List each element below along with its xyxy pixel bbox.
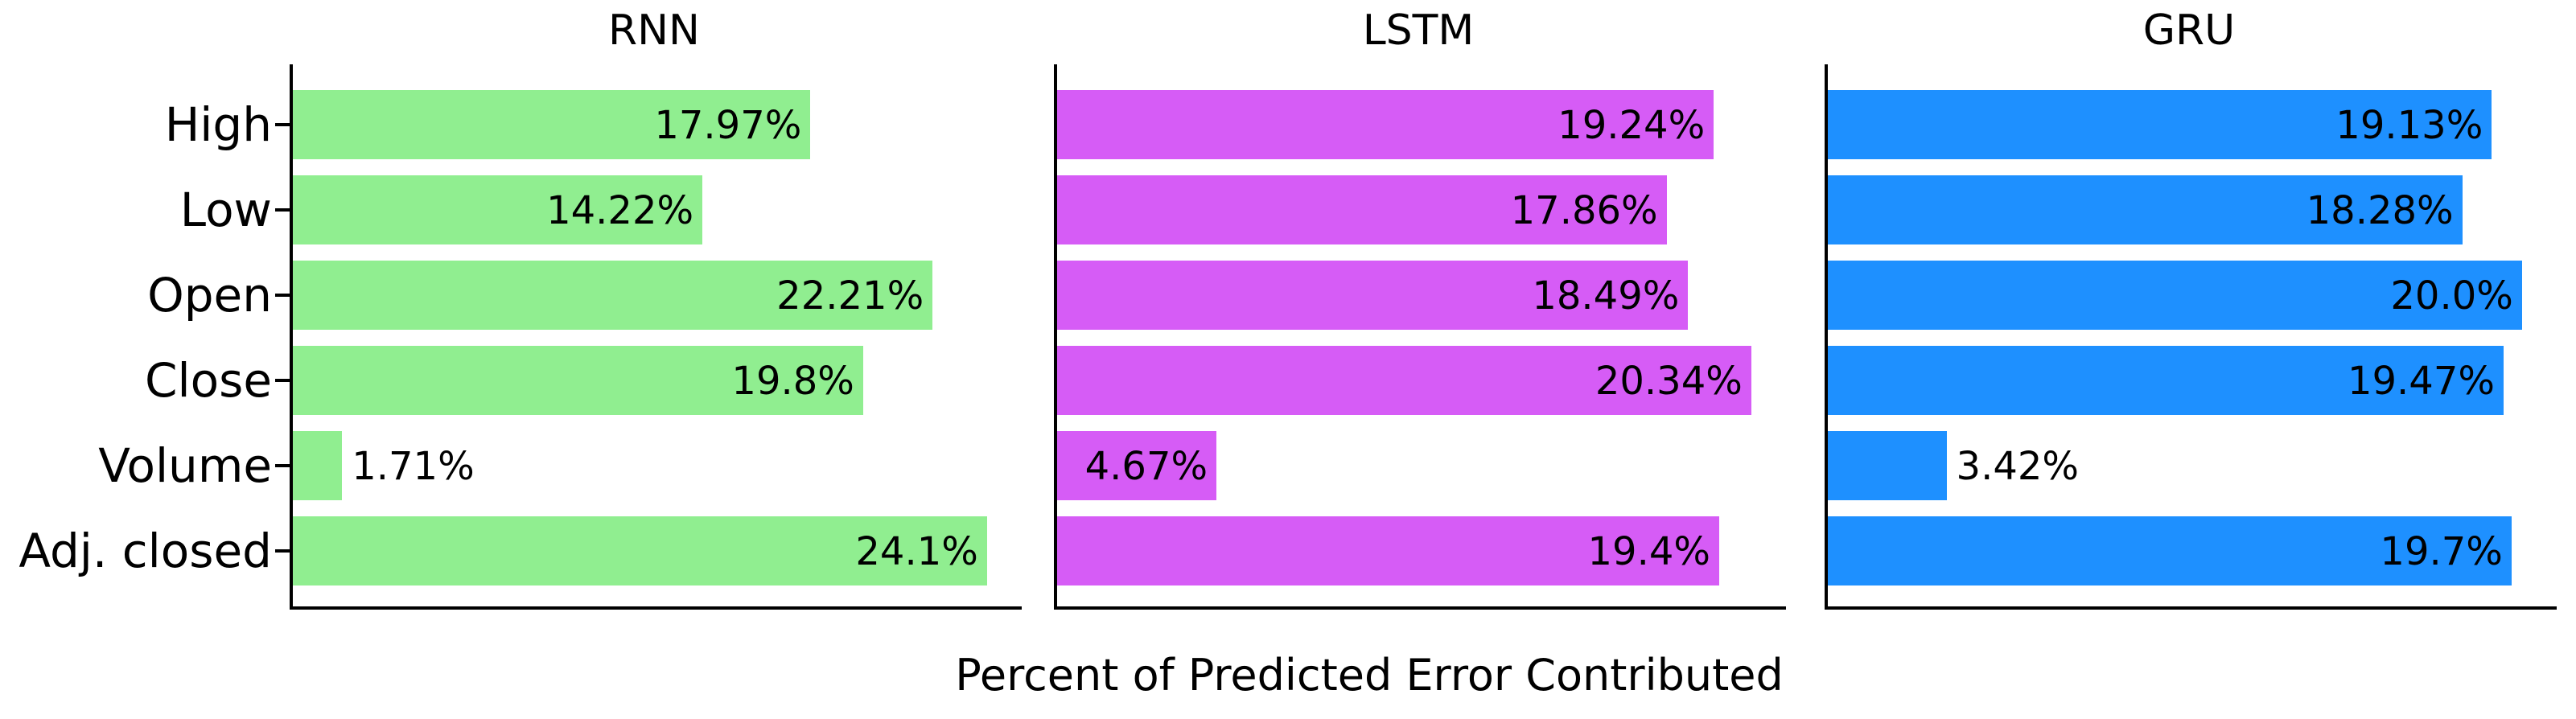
- bar-value-label: 18.49%: [1532, 273, 1680, 318]
- bar-gru-open: 20.0%: [1828, 261, 2522, 330]
- bar-lstm-close: 20.34%: [1057, 346, 1751, 415]
- bar-value-label: 19.24%: [1558, 103, 1706, 148]
- bar-value-label: 24.1%: [855, 529, 978, 574]
- bar-lstm-adj-closed: 19.4%: [1057, 516, 1719, 585]
- bar-value-label: 1.71%: [352, 444, 475, 489]
- bar-gru-high: 19.13%: [1828, 90, 2492, 159]
- bar-rnn-volume: 1.71%: [293, 431, 475, 500]
- panel-title-rnn: RNN: [608, 6, 700, 55]
- y-tick-mark: [275, 464, 290, 467]
- y-tick-label-low: Low: [179, 183, 272, 237]
- y-tick-label-high: High: [164, 97, 272, 152]
- bar-gru-adj-closed: 19.7%: [1828, 516, 2512, 585]
- bar-rnn-adj-closed: 24.1%: [293, 516, 987, 585]
- plot-area-rnn: 17.97% 14.22% 22.21% 19.8% 1.71% 24.1%: [290, 64, 1022, 610]
- bar-value-label: 19.7%: [2380, 529, 2503, 574]
- bar-value-label: 18.28%: [2306, 188, 2454, 233]
- bar-value-label: 3.42%: [1956, 444, 2080, 489]
- y-tick-label-volume: Volume: [98, 438, 272, 493]
- y-tick-label-open: Open: [147, 268, 272, 323]
- y-tick-label-adj-closed: Adj. closed: [19, 524, 272, 578]
- bar-lstm-open: 18.49%: [1057, 261, 1689, 330]
- bar-value-label: 22.21%: [776, 273, 924, 318]
- y-tick-mark: [275, 294, 290, 297]
- bar-rnn-low: 14.22%: [293, 175, 703, 244]
- bar-value-label: 17.97%: [654, 103, 802, 148]
- bar-gru-low: 18.28%: [1828, 175, 2463, 244]
- y-tick-mark: [275, 123, 290, 126]
- bar-rnn-high: 17.97%: [293, 90, 811, 159]
- bar-lstm-high: 19.24%: [1057, 90, 1714, 159]
- y-tick-mark: [275, 208, 290, 212]
- plot-area-lstm: 19.24% 17.86% 18.49% 20.34% 4.67% 19.4%: [1054, 64, 1786, 610]
- plot-area-gru: 19.13% 18.28% 20.0% 19.47% 3.42% 19.7%: [1825, 64, 2557, 610]
- bar-rnn-open: 22.21%: [293, 261, 933, 330]
- bar-value-label: 4.67%: [1084, 444, 1208, 489]
- bar-value-label: 19.8%: [731, 359, 854, 404]
- bar-value-label: 20.0%: [2390, 273, 2513, 318]
- bar-rnn-close: 19.8%: [293, 346, 863, 415]
- bar-value-label: 20.34%: [1595, 359, 1743, 404]
- bar-value-label: 19.4%: [1587, 529, 1710, 574]
- bar-gru-close: 19.47%: [1828, 346, 2504, 415]
- bar-value-label: 19.47%: [2347, 359, 2495, 404]
- bar-value-label: 17.86%: [1510, 188, 1658, 233]
- panel-title-gru: GRU: [2142, 6, 2236, 55]
- x-axis-label: Percent of Predicted Error Contributed: [955, 650, 1784, 701]
- bar-lstm-volume: 4.67%: [1057, 431, 1217, 500]
- panel-title-lstm: LSTM: [1362, 6, 1475, 55]
- bar-gru-volume: 3.42%: [1828, 431, 2079, 500]
- bar-value-label: 19.13%: [2335, 103, 2483, 148]
- bar-value-label: 14.22%: [546, 188, 694, 233]
- y-tick-mark: [275, 379, 290, 382]
- y-tick-label-close: Close: [145, 353, 272, 408]
- y-tick-mark: [275, 549, 290, 553]
- bar-lstm-low: 17.86%: [1057, 175, 1667, 244]
